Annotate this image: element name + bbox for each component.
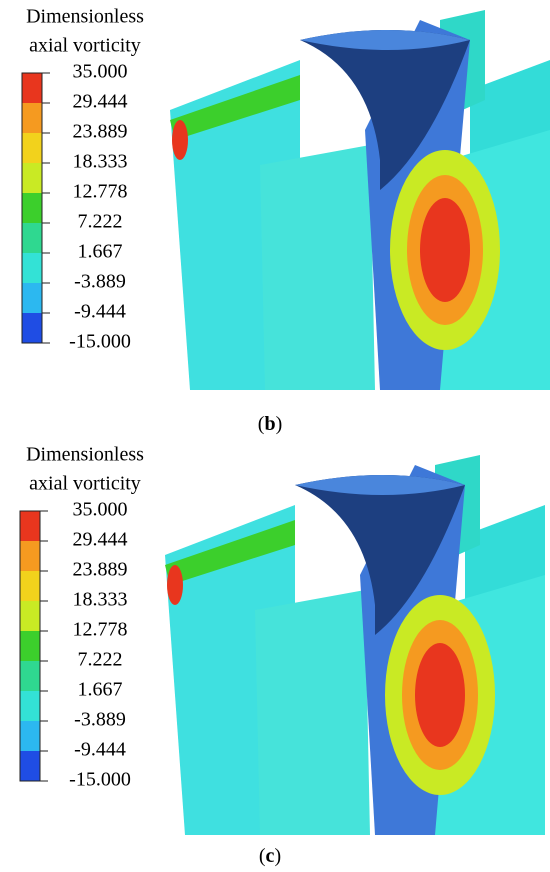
vortex-core (420, 198, 470, 302)
legend-label: -9.444 (74, 301, 126, 323)
legend-swatch (22, 193, 42, 223)
hub (300, 30, 470, 190)
edge-band (170, 75, 300, 140)
legend-swatch (20, 751, 40, 781)
legend-swatch (20, 571, 40, 601)
legend-swatch (22, 283, 42, 313)
legend-swatch (20, 691, 40, 721)
legend-label: 1.667 (78, 241, 123, 263)
caption-part: ) (276, 413, 283, 435)
hub-face (295, 475, 465, 495)
legend-title: axial vorticity (29, 473, 141, 495)
panel: Dimensionless axial vorticity 35.000 29.444… (19, 444, 545, 867)
legend-swatch (22, 73, 42, 103)
legend-swatch (22, 223, 42, 253)
legend-swatch (22, 253, 42, 283)
legend-label: -15.000 (69, 769, 131, 791)
legend-label: -15.000 (69, 331, 131, 353)
legend-label: 7.222 (78, 211, 123, 233)
legend-label: 29.444 (73, 91, 128, 113)
edge-spot (167, 565, 183, 605)
blade-mid (260, 145, 375, 390)
legend-label: -3.889 (74, 271, 126, 293)
legend-label: 18.333 (73, 589, 128, 611)
legend-swatch (22, 133, 42, 163)
legend-label: 23.889 (73, 559, 128, 581)
caption-part: b (264, 413, 275, 435)
legend-label: 18.333 (73, 151, 128, 173)
caption-part: ( (259, 845, 266, 867)
legend-swatch (22, 313, 42, 343)
legend-frame (19, 510, 41, 782)
legend-label: 35.000 (73, 61, 128, 83)
legend-title: axial vorticity (29, 35, 141, 57)
caption-part: ( (258, 413, 265, 435)
legend-swatch (20, 661, 40, 691)
legend-title: Dimensionless (26, 444, 144, 466)
panel: Dimensionless axial vorticity 35.000 29.444… (21, 6, 550, 435)
legend-label: 12.778 (73, 181, 128, 203)
legend-title: Dimensionless (26, 6, 144, 28)
blade-mid (255, 590, 370, 835)
vortex-core (415, 643, 465, 747)
legend-label: 7.222 (78, 649, 123, 671)
legend-label: 23.889 (73, 121, 128, 143)
legend-swatch (20, 511, 40, 541)
edge-spot (172, 120, 188, 160)
legend-swatch (22, 103, 42, 133)
edge-band (165, 520, 295, 585)
caption-part: ) (274, 845, 281, 867)
legend-swatch (20, 631, 40, 661)
legend-swatch (20, 541, 40, 571)
hub (295, 475, 465, 635)
legend-label: 35.000 (73, 499, 128, 521)
legend-frame (21, 72, 43, 344)
legend-label: 1.667 (78, 679, 123, 701)
legend-label: -9.444 (74, 739, 126, 761)
legend-swatch (20, 721, 40, 751)
caption-part: c (266, 845, 275, 867)
hub-face (300, 30, 470, 50)
legend-label: 29.444 (73, 529, 128, 551)
caption: (c) (259, 845, 281, 867)
legend-swatch (20, 601, 40, 631)
caption: (b) (258, 413, 282, 435)
legend-label: 12.778 (73, 619, 128, 641)
legend-swatch (22, 163, 42, 193)
legend-label: -3.889 (74, 709, 126, 731)
